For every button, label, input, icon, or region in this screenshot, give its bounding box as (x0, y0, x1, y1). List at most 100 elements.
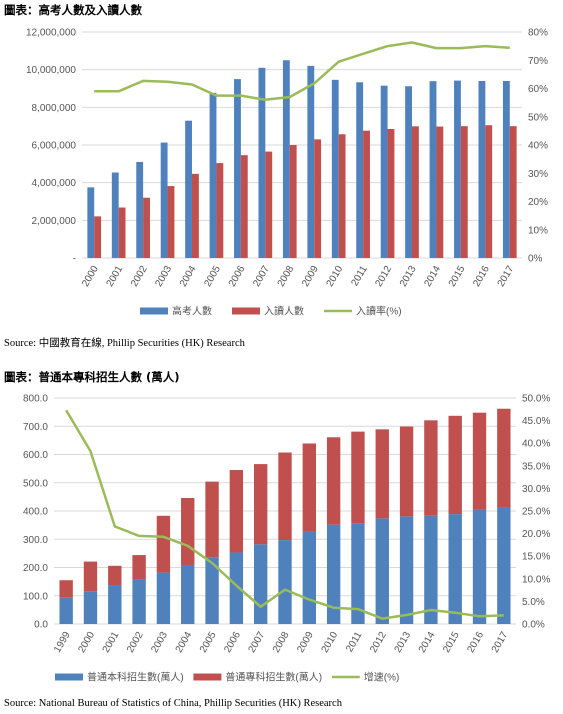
x-tick-label: 2009 (295, 630, 316, 655)
bar (497, 408, 511, 508)
legend-label: 增速(%) (364, 671, 400, 684)
bar (253, 544, 268, 624)
bar (436, 126, 444, 258)
bar (405, 86, 412, 259)
x-tick-label: 2015 (441, 630, 462, 655)
bar (380, 85, 388, 258)
x-tick-label: 2000 (76, 630, 97, 655)
y-right-tick-label: 45.0% (522, 416, 550, 427)
y-left-tick-label: 2,000,000 (32, 216, 77, 227)
bar (424, 420, 438, 516)
x-tick-label: 2003 (149, 630, 170, 655)
x-tick-label: 2001 (101, 630, 122, 655)
x-tick-label: 2002 (129, 264, 150, 289)
x-tick-label: 2017 (490, 630, 511, 655)
bar (509, 126, 517, 259)
x-tick-label: 2011 (349, 264, 369, 289)
bar (59, 597, 73, 624)
x-tick-label: 2000 (80, 264, 101, 289)
legend-swatch (193, 673, 222, 681)
x-tick-label: 2004 (178, 264, 199, 289)
bar (253, 464, 268, 545)
x-tick-label: 2008 (271, 630, 292, 655)
bar (375, 518, 389, 624)
bar (108, 585, 122, 624)
x-tick-label: 2013 (398, 264, 419, 289)
x-tick-label: 2017 (496, 264, 517, 289)
bar (234, 79, 241, 258)
y-right-tick-label: 20.0% (522, 529, 550, 540)
bar (387, 128, 395, 258)
bar (167, 186, 175, 258)
y-left-tick-label: 4,000,000 (32, 178, 77, 189)
y-right-tick-label: 80% (528, 28, 548, 39)
x-tick-label: 2007 (251, 264, 272, 289)
bar (314, 139, 322, 258)
y-right-tick-label: 60% (528, 84, 548, 95)
legend-label: 入讀率(%) (356, 305, 402, 318)
bar (429, 81, 437, 258)
admissions-chart: 0.0 100.0 200.0 300.0 400.0 500.0 600.0 700.0 80… (23, 394, 550, 684)
bar (278, 452, 292, 541)
y-left-tick-label: 0.0 (34, 620, 48, 631)
y-left-tick-label: 300.0 (23, 535, 48, 546)
legend-label: 普通專科招生數(萬人) (225, 671, 322, 684)
y-left-tick-label: 700.0 (23, 422, 48, 433)
x-tick-label: 2007 (247, 630, 268, 655)
y-right-tick-label: 40% (528, 141, 548, 152)
chart2-source: Source: National Bureau of Statistics of… (4, 698, 342, 709)
y-right-tick-label: 5.0% (522, 597, 545, 608)
bar (143, 197, 150, 258)
bar (307, 65, 315, 259)
bar (302, 443, 317, 532)
y-right-tick-label: 70% (528, 56, 548, 67)
bar (424, 515, 438, 624)
bar (229, 470, 244, 553)
legend-swatch (55, 673, 83, 681)
x-tick-label: 2014 (417, 630, 438, 655)
legend-label: 高考人數 (172, 305, 212, 318)
bar (472, 509, 487, 624)
x-tick-label: 2009 (300, 264, 321, 289)
bar (258, 67, 266, 259)
enrollment-chart: - 2,000,000 4,000,000 6,000,000 8,000,000 10,… (26, 28, 548, 318)
bar (399, 426, 414, 517)
bar (454, 80, 461, 258)
bar (160, 142, 168, 258)
x-tick-label: 2016 (471, 264, 492, 289)
bar (185, 120, 192, 258)
x-tick-label: 2014 (422, 264, 443, 289)
y-right-tick-label: 40.0% (522, 439, 550, 450)
bar (289, 145, 297, 258)
chart1-source: Source: 中國教育在線, Phillip Securities (HK) … (4, 338, 245, 349)
chart2-caption: 圖表：普通本專科招生人數 (萬人) (4, 370, 180, 384)
bar (156, 515, 171, 573)
bar (356, 82, 364, 258)
bar (265, 151, 273, 258)
y-left-tick-label: 100.0 (23, 591, 48, 602)
y-right-tick-label: 15.0% (522, 552, 550, 563)
y-right-tick-label: 30.0% (522, 484, 550, 495)
bar (502, 80, 510, 258)
legend-label: 普通本科招生數(萬人) (87, 671, 184, 684)
y-right-tick-label: 50% (528, 112, 548, 123)
y-left-tick-label: - (73, 254, 76, 265)
bar (59, 580, 73, 598)
bar (205, 481, 219, 558)
x-tick-label: 2003 (154, 264, 175, 289)
legend-label: 入讀人數 (264, 305, 304, 318)
bar (209, 92, 217, 258)
bar (83, 561, 98, 592)
bar (205, 557, 219, 624)
x-tick-label: 2006 (227, 264, 248, 289)
y-right-tick-label: 20% (528, 197, 548, 208)
y-left-tick-label: 6,000,000 (32, 141, 77, 152)
y-left-tick-label: 500.0 (23, 478, 48, 489)
x-tick-label: 2012 (368, 630, 389, 655)
bar (478, 80, 486, 258)
bar (87, 187, 95, 258)
bar (132, 579, 146, 624)
bar (326, 437, 341, 525)
x-tick-label: 2013 (393, 630, 414, 655)
y-left-tick-label: 10,000,000 (26, 65, 76, 76)
